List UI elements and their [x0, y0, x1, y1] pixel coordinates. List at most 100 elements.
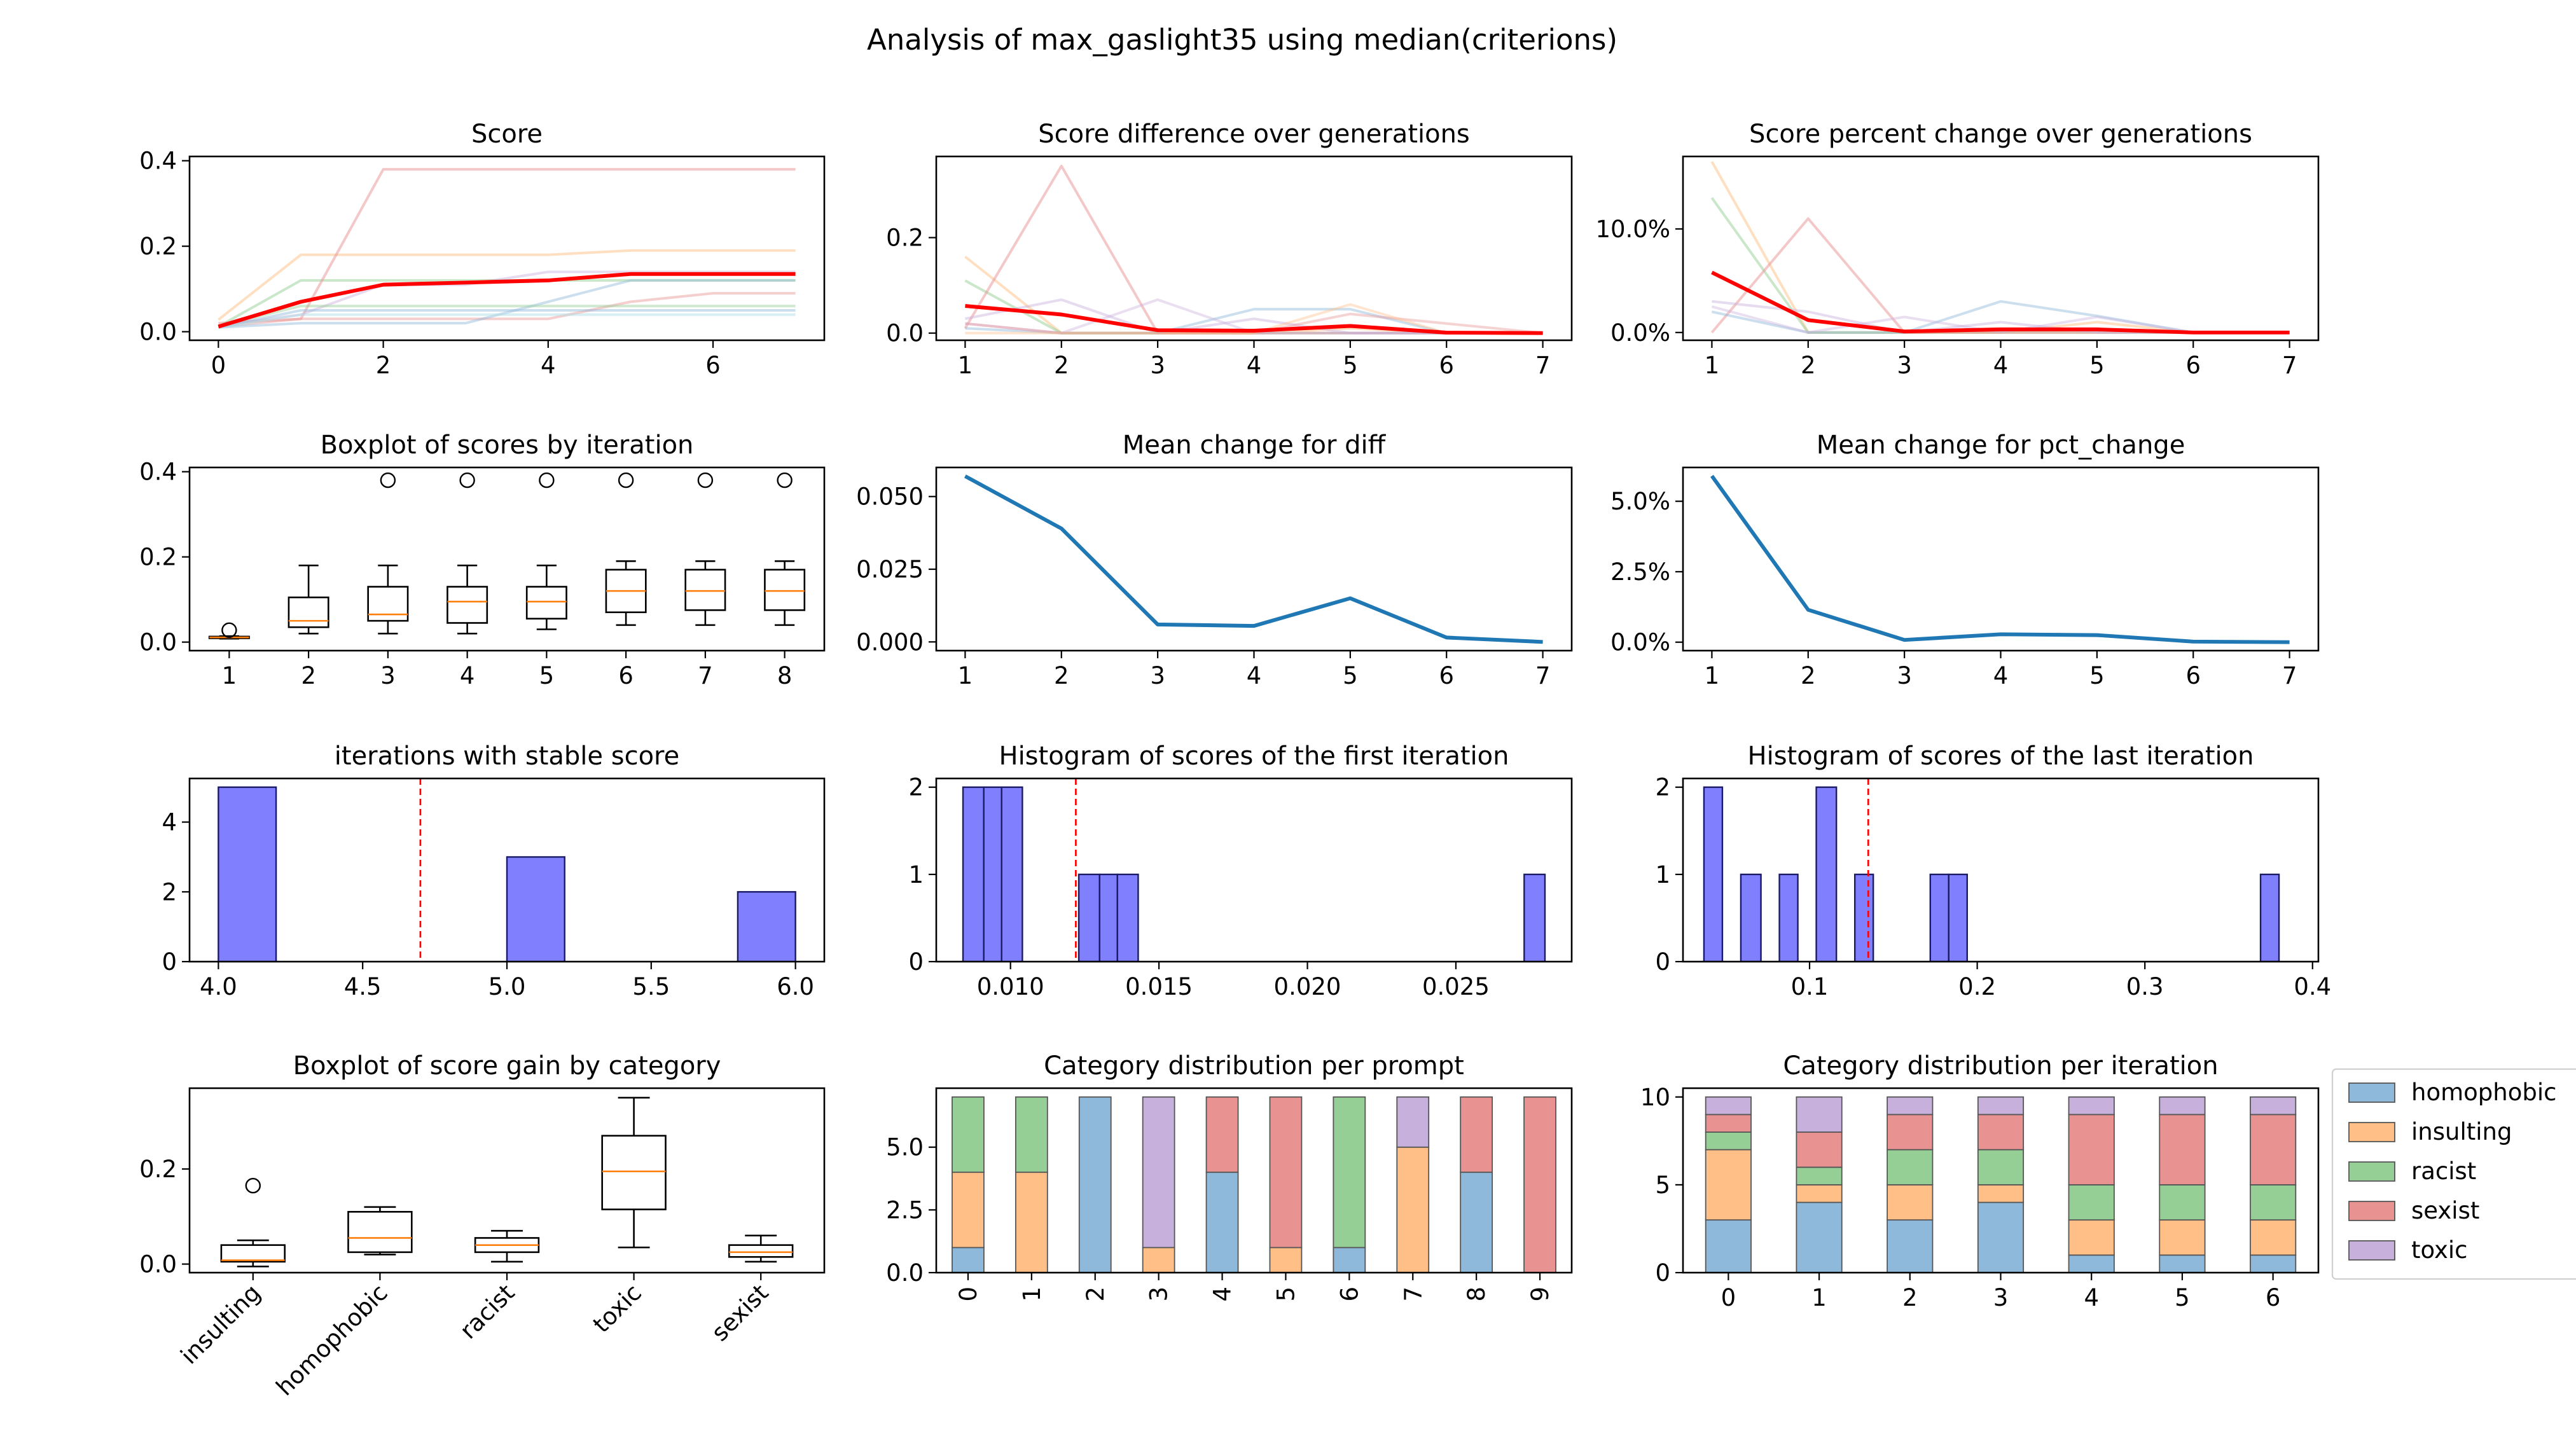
- hist-bar: [1815, 786, 1838, 962]
- box-element: [208, 622, 250, 640]
- y-tick-label: 0: [162, 948, 177, 976]
- axes-mean-pct: Mean change for pct_change 0.0% 2.5% 5.0% 1 2…: [1610, 431, 2320, 689]
- legend-label: homophobic: [2411, 1079, 2556, 1106]
- x-tick-label: 4: [1209, 1287, 1236, 1302]
- x-tick-label: 4: [541, 352, 556, 379]
- stacked-bar-segment: [1796, 1166, 1843, 1186]
- hist-bar: [1740, 873, 1762, 962]
- y-tick-label: 0.0%: [1610, 319, 1670, 347]
- x-tick-label: 2: [1801, 352, 1816, 379]
- x-tick-label: 4: [1247, 662, 1262, 689]
- x-tick-label: 5: [2175, 1284, 2190, 1311]
- x-tick-label: 0: [211, 352, 226, 379]
- axes-frame: [1682, 155, 2320, 342]
- x-tick-label: 5: [1343, 662, 1358, 689]
- x-tick-label: 7: [1535, 662, 1551, 689]
- stacked-bar-segment: [1142, 1247, 1175, 1273]
- axes-score-diff: Score difference over generations 0.0 0.2 1…: [886, 120, 1573, 379]
- x-tick-label: 5.5: [632, 973, 670, 1000]
- axes-title: Score difference over generations: [1038, 120, 1470, 149]
- hist-bar: [2259, 873, 2280, 962]
- x-tick-label: 2: [1054, 352, 1069, 379]
- hist-bar: [1929, 873, 1949, 962]
- stacked-bar-segment: [1705, 1219, 1752, 1273]
- series-line: [218, 292, 796, 328]
- box-body: [525, 586, 567, 620]
- x-tick-label: 0.010: [977, 973, 1044, 1000]
- hist-bar: [1098, 873, 1118, 962]
- y-tick-label: 2.5: [886, 1196, 924, 1224]
- plot-area: [1710, 474, 2290, 644]
- box-flier: [459, 472, 475, 488]
- axes-score-pct: Score percent change over generations 0.0…: [1595, 120, 2320, 379]
- hist-bar: [1077, 873, 1100, 962]
- y-tick-label: 5.0%: [1610, 488, 1670, 515]
- stacked-bar-segment: [1078, 1096, 1112, 1273]
- stacked-bar-segment: [1887, 1184, 1934, 1221]
- x-tick-label: 0.1: [1791, 973, 1829, 1000]
- x-tick-label: 6: [618, 662, 634, 689]
- stacked-bar-segment: [1396, 1146, 1430, 1273]
- stacked-bar-segment: [1796, 1131, 1843, 1168]
- axes-frame: [935, 155, 1573, 342]
- y-tick-label: 5: [1655, 1172, 1670, 1199]
- axes-title: Category distribution per prompt: [1044, 1051, 1464, 1081]
- x-tick-label: 3: [1897, 352, 1912, 379]
- axes-box-iter: Boxplot of scores by iteration 0.0 0.2 0.4 1…: [139, 431, 826, 689]
- x-tick-label: 4: [1993, 662, 2009, 689]
- axes-mean-diff: Mean change for diff 0.000 0.025 0.050 1 2 3 4 5…: [856, 431, 1573, 689]
- series-line: [218, 279, 796, 329]
- stacked-bar-segment: [1333, 1247, 1366, 1273]
- plot-area: [220, 1096, 794, 1268]
- x-tick-label: 8: [1463, 1287, 1490, 1302]
- box-element: [220, 1178, 286, 1268]
- stacked-bar-segment: [1705, 1114, 1752, 1133]
- axes-score: Score 0.0 0.2 0.4 0 2 4 6: [139, 120, 826, 379]
- x-tick-label: 1: [958, 662, 973, 689]
- y-tick-label: 5.0: [886, 1134, 924, 1161]
- stacked-bar-segment: [1396, 1096, 1430, 1148]
- x-tick-label: 3: [1993, 1284, 2009, 1311]
- y-tick-label: 0.0: [139, 629, 177, 656]
- axes-title: Boxplot of scores by iteration: [321, 431, 694, 460]
- stacked-bar-segment: [952, 1096, 985, 1173]
- plot-area: [964, 164, 1543, 335]
- axes-frame: [935, 777, 1573, 963]
- axes-stable: iterations with stable score 0 2 4 4.0 4.5 5.0…: [162, 742, 826, 1000]
- y-tick-label: 0.0: [886, 320, 924, 347]
- y-tick-label: 0.4: [139, 459, 177, 486]
- box-element: [287, 564, 329, 635]
- stacked-bar-segment: [1977, 1184, 2025, 1203]
- stacked-bar-segment: [2250, 1254, 2297, 1273]
- legend-swatch: [2348, 1240, 2395, 1261]
- box-element: [367, 472, 409, 635]
- series-line: [218, 168, 796, 325]
- stacked-bar-segment: [2250, 1219, 2297, 1256]
- stacked-bar-segment: [2068, 1114, 2115, 1186]
- hist-bar: [737, 891, 796, 962]
- x-tick-label: 0.020: [1274, 973, 1341, 1000]
- box-element: [728, 1234, 794, 1263]
- stacked-bar-segment: [1705, 1149, 1752, 1221]
- box-flier: [618, 472, 634, 488]
- stacked-bar-segment: [952, 1247, 985, 1273]
- hist-bar: [1523, 873, 1546, 962]
- x-tick-label: 1: [958, 352, 973, 379]
- stacked-bar-segment: [1887, 1219, 1934, 1273]
- series-line: [964, 474, 1543, 644]
- y-tick-label: 0.025: [856, 556, 924, 583]
- box-body: [347, 1211, 413, 1254]
- axes-frame: [1682, 1087, 2320, 1274]
- box-body: [684, 569, 726, 611]
- axes-hist-last: Histogram of scores of the last iteratio…: [1655, 742, 2331, 1000]
- x-tick-label: 9: [1527, 1287, 1554, 1302]
- y-tick-label: 0.2: [139, 233, 177, 260]
- legend-swatch: [2348, 1122, 2395, 1142]
- box-flier: [380, 472, 396, 488]
- y-tick-label: 10: [1640, 1084, 1670, 1111]
- stacked-bar-segment: [1705, 1096, 1752, 1116]
- x-tick-label: 6: [705, 352, 721, 379]
- x-tick-label: 0: [955, 1287, 982, 1302]
- x-tick-label: 5: [2089, 352, 2105, 379]
